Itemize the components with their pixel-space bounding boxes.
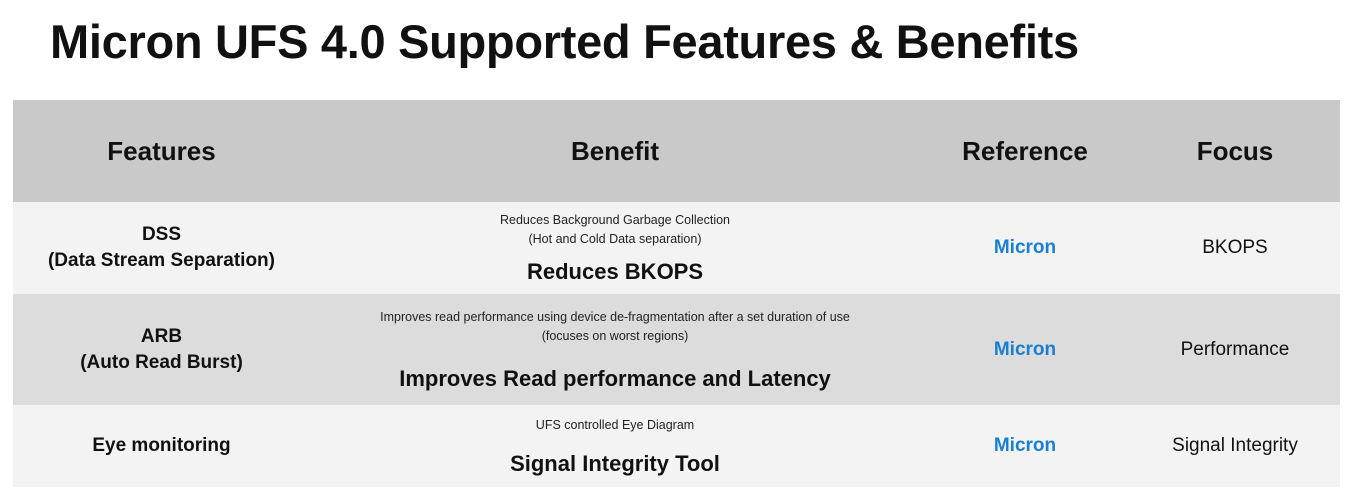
reference-cell: Micron — [993, 435, 1057, 456]
feature-name: ARB — [140, 325, 183, 347]
feature-cell: DSS (Data Stream Separation) — [13, 222, 310, 274]
header-features: Features — [107, 135, 216, 166]
benefit-cell: Reduces Background Garbage Collection (Ho… — [310, 211, 920, 285]
header-reference: Reference — [962, 135, 1088, 166]
focus-cell: BKOPS — [1202, 237, 1268, 258]
reference-cell: Micron — [993, 237, 1057, 258]
feature-cell: ARB (Auto Read Burst) — [13, 324, 310, 376]
focus-cell: Performance — [1180, 338, 1290, 360]
benefit-summary: Improves Read performance and Latency — [399, 365, 831, 391]
feature-subtitle: (Data Stream Separation) — [47, 250, 275, 271]
header-benefit: Benefit — [570, 135, 660, 166]
feature-cell: Eye monitoring — [92, 435, 231, 456]
feature-name: DSS — [141, 224, 182, 245]
benefit-detail: (Hot and Cold Data separation) — [528, 232, 702, 246]
benefit-cell: Improves read performance using device d… — [310, 308, 920, 392]
table-row: ARB (Auto Read Burst) Improves read perfo… — [13, 294, 1340, 405]
table-header: Features Benefit Reference Focus — [13, 100, 1340, 202]
benefit-detail: Reduces Background Garbage Collection — [500, 213, 730, 227]
benefit-summary: Reduces BKOPS — [526, 259, 704, 284]
reference-cell: Micron — [993, 338, 1057, 360]
feature-subtitle: (Auto Read Burst) — [80, 351, 243, 373]
focus-cell: Signal Integrity — [1172, 435, 1298, 456]
benefit-summary: Signal Integrity Tool — [510, 450, 720, 476]
benefit-detail: UFS controlled Eye Diagram — [535, 417, 695, 432]
table-row: DSS (Data Stream Separation) Reduces Back… — [13, 202, 1340, 294]
header-focus: Focus — [1196, 135, 1274, 166]
benefit-detail: (focuses on worst regions) — [541, 328, 689, 343]
features-table: Features Benefit Reference Focus DSS (Dat… — [13, 100, 1340, 487]
table-row: Eye monitoring UFS controlled Eye Diagra… — [13, 405, 1340, 487]
benefit-cell: UFS controlled Eye Diagram Signal Integri… — [310, 416, 920, 477]
benefit-detail: Improves read performance using device d… — [380, 309, 850, 324]
page-title: Micron UFS 4.0 Supported Features & Bene… — [50, 15, 1079, 68]
